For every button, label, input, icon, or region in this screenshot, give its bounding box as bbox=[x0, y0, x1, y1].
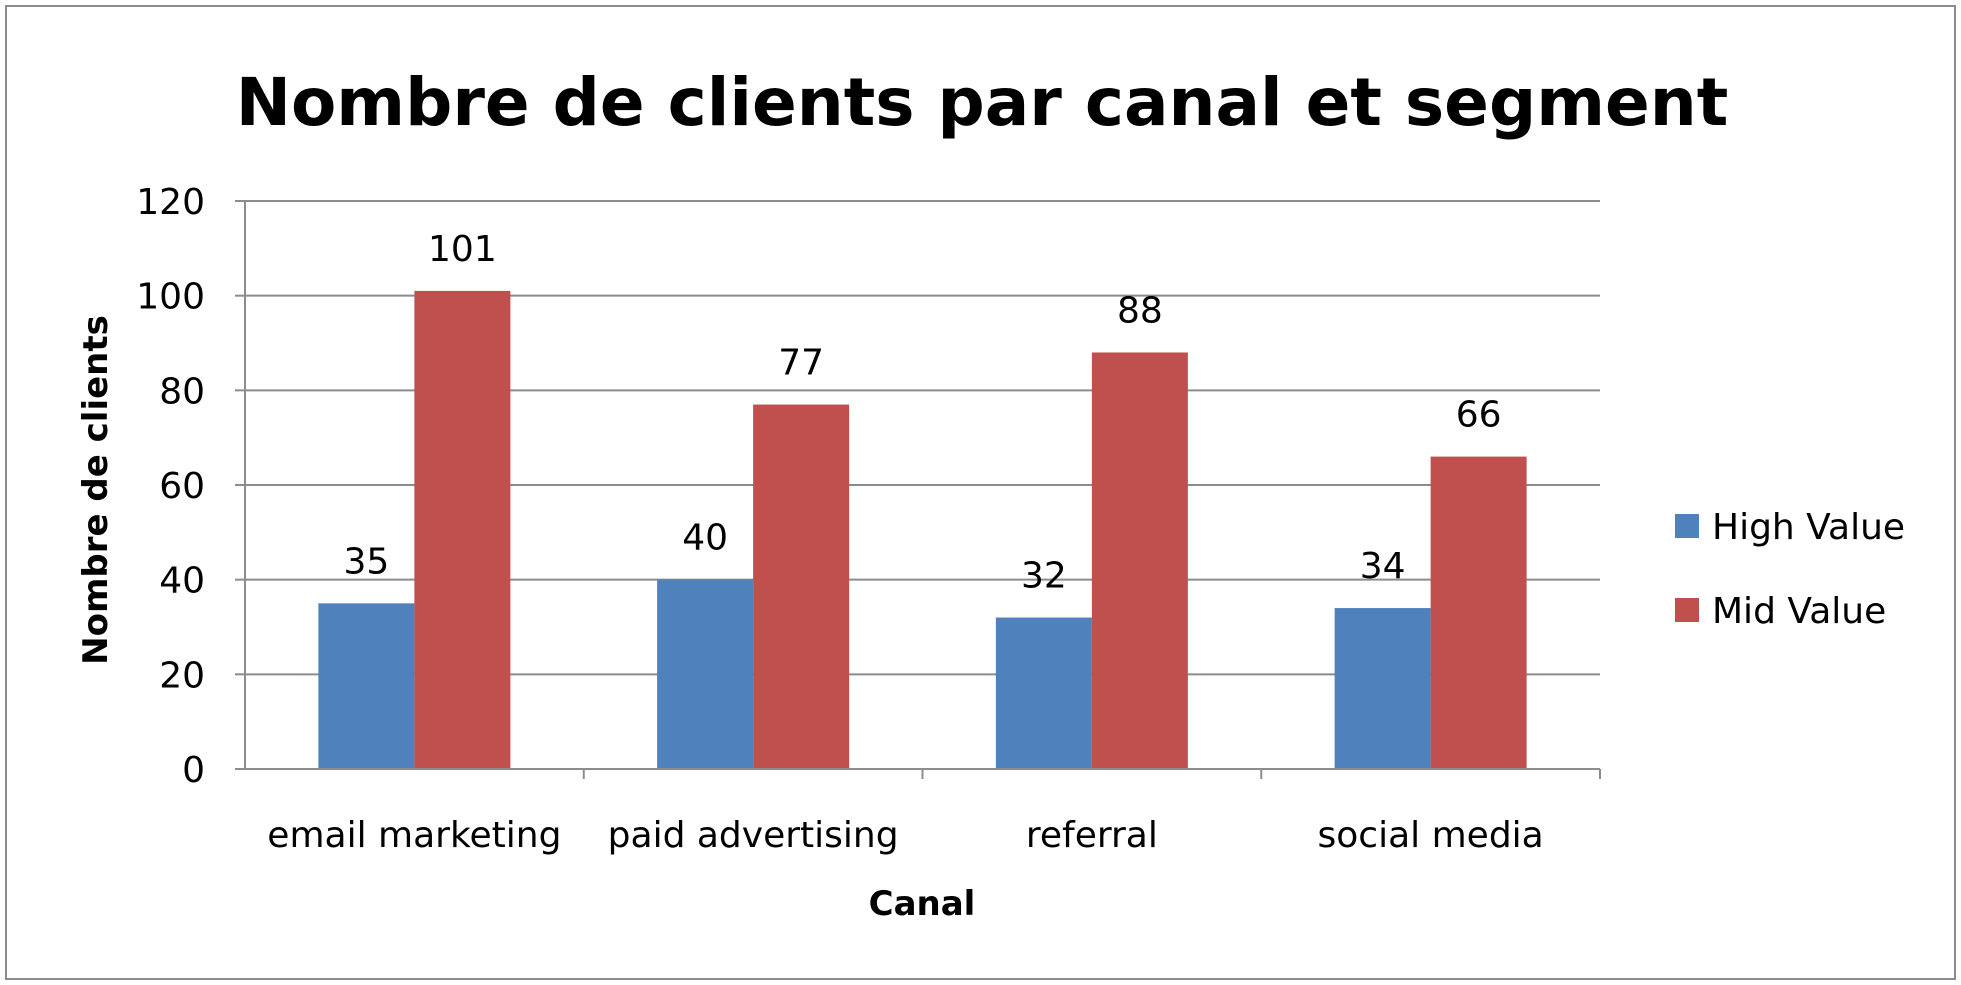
chart-frame: Nombre de clients par canal et segment 0… bbox=[5, 5, 1956, 980]
bar-high-value bbox=[318, 603, 415, 769]
x-category-label: email marketing bbox=[267, 815, 561, 856]
y-tick-label: 0 bbox=[182, 750, 205, 791]
bar-mid-value bbox=[753, 404, 850, 769]
data-label: 35 bbox=[343, 541, 389, 582]
bar-mid-value bbox=[1091, 352, 1188, 769]
data-label: 88 bbox=[1117, 290, 1163, 331]
legend-label: Mid Value bbox=[1712, 591, 1886, 632]
bar-high-value bbox=[1334, 608, 1431, 769]
x-axis-categories: email marketing paid advertising referral s… bbox=[267, 769, 1601, 856]
legend-swatch bbox=[1675, 514, 1699, 538]
x-axis-title: Canal bbox=[869, 884, 976, 924]
data-label: 34 bbox=[1360, 546, 1406, 587]
bar-high-value bbox=[657, 579, 754, 769]
chart-title: Nombre de clients par canal et segment bbox=[236, 64, 1729, 141]
legend-label: High Value bbox=[1712, 507, 1905, 548]
data-labels: 35 101 40 77 32 88 34 66 bbox=[343, 229, 1501, 597]
x-category-label: referral bbox=[1026, 815, 1158, 856]
y-axis-title: Nombre de clients bbox=[76, 315, 116, 665]
y-axis-ticks: 0 20 40 60 80 100 120 bbox=[136, 182, 245, 791]
bar-mid-value bbox=[414, 290, 511, 769]
data-label: 77 bbox=[778, 343, 824, 384]
bar-chart: Nombre de clients par canal et segment 0… bbox=[76, 64, 1905, 924]
bars bbox=[318, 290, 1527, 769]
data-label: 40 bbox=[682, 518, 728, 559]
data-label: 32 bbox=[1021, 556, 1067, 597]
x-category-label: paid advertising bbox=[608, 815, 899, 856]
y-tick-label: 100 bbox=[136, 277, 205, 318]
y-tick-label: 20 bbox=[159, 655, 205, 696]
y-tick-label: 60 bbox=[159, 466, 205, 507]
y-tick-label: 120 bbox=[136, 182, 205, 223]
x-category-label: social media bbox=[1318, 815, 1544, 856]
bar-mid-value bbox=[1430, 456, 1527, 769]
data-label: 66 bbox=[1456, 395, 1502, 436]
legend: High Value Mid Value bbox=[1675, 507, 1905, 632]
y-tick-label: 40 bbox=[159, 561, 205, 602]
data-label: 101 bbox=[428, 229, 497, 270]
bar-high-value bbox=[995, 617, 1092, 769]
y-tick-label: 80 bbox=[159, 371, 205, 412]
legend-swatch bbox=[1675, 598, 1699, 622]
